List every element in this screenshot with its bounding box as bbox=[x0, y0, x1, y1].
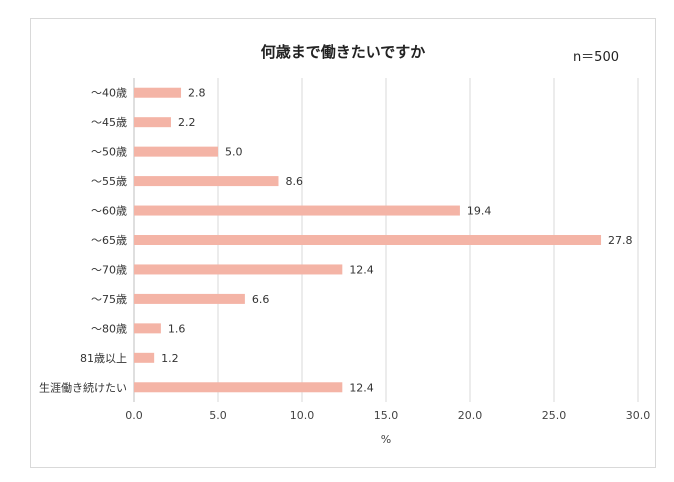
bar bbox=[134, 176, 279, 187]
x-tick-label: 15.0 bbox=[374, 409, 399, 422]
bar bbox=[134, 382, 343, 393]
data-label: 27.8 bbox=[608, 234, 633, 247]
category-label: 81歳以上 bbox=[80, 352, 127, 365]
category-label: ～75歳 bbox=[91, 293, 127, 306]
bar bbox=[134, 293, 245, 304]
x-tick-label: 10.0 bbox=[290, 409, 315, 422]
bar bbox=[134, 117, 171, 128]
category-label: ～55歳 bbox=[91, 175, 127, 188]
category-label: ～70歳 bbox=[91, 263, 127, 276]
category-label: ～50歳 bbox=[91, 146, 127, 159]
bar bbox=[134, 146, 218, 157]
data-label: 2.8 bbox=[188, 87, 206, 100]
data-label: 1.6 bbox=[168, 322, 186, 335]
data-label: 12.4 bbox=[349, 263, 374, 276]
category-label: 生涯働き続けたい bbox=[39, 380, 127, 394]
bar bbox=[134, 205, 460, 216]
bar bbox=[134, 323, 161, 334]
category-label: ～45歳 bbox=[91, 116, 127, 129]
x-tick-label: 0.0 bbox=[125, 409, 143, 422]
data-label: 2.2 bbox=[178, 116, 196, 129]
data-label: 8.6 bbox=[285, 175, 303, 188]
x-axis-title: % bbox=[381, 433, 391, 446]
x-tick-label: 20.0 bbox=[458, 409, 483, 422]
x-tick-label: 5.0 bbox=[209, 409, 227, 422]
chart-title: 何歳まで働きたいですか bbox=[260, 43, 426, 61]
category-label: ～80歳 bbox=[91, 322, 127, 335]
data-label: 5.0 bbox=[225, 146, 243, 159]
bar bbox=[134, 352, 155, 363]
data-label: 6.6 bbox=[252, 293, 270, 306]
x-tick-label: 25.0 bbox=[542, 409, 567, 422]
bar bbox=[134, 235, 602, 245]
data-label: 12.4 bbox=[349, 381, 374, 394]
category-label: ～60歳 bbox=[91, 205, 127, 218]
bar bbox=[134, 87, 182, 98]
bar bbox=[134, 264, 343, 275]
category-label: ～65歳 bbox=[91, 234, 127, 247]
category-label: ～40歳 bbox=[91, 87, 127, 100]
sample-size-label: n＝500 bbox=[572, 50, 619, 65]
x-tick-label: 30.0 bbox=[626, 409, 651, 422]
data-label: 19.4 bbox=[467, 205, 492, 218]
data-label: 1.2 bbox=[161, 352, 179, 365]
